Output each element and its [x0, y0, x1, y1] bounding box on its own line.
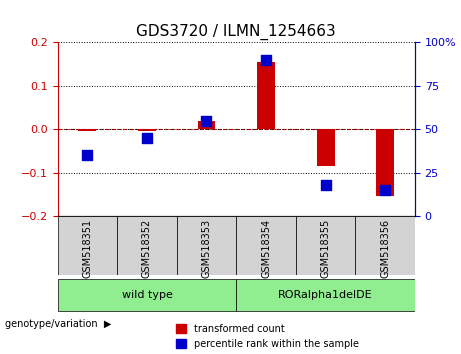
Bar: [138, 129, 156, 131]
Text: wild type: wild type: [122, 290, 172, 300]
Point: [262, 57, 270, 63]
FancyBboxPatch shape: [296, 216, 355, 275]
Title: GDS3720 / ILMN_1254663: GDS3720 / ILMN_1254663: [136, 23, 336, 40]
Text: GSM518356: GSM518356: [380, 219, 390, 278]
Bar: [257, 62, 275, 129]
Text: GSM518353: GSM518353: [201, 219, 212, 278]
Text: GSM518354: GSM518354: [261, 219, 271, 278]
Point: [203, 118, 210, 124]
FancyBboxPatch shape: [117, 216, 177, 275]
Bar: [78, 129, 96, 131]
Text: GSM518351: GSM518351: [83, 219, 92, 278]
Text: genotype/variation  ▶: genotype/variation ▶: [5, 319, 111, 329]
Text: GSM518352: GSM518352: [142, 219, 152, 278]
FancyBboxPatch shape: [58, 279, 236, 311]
FancyBboxPatch shape: [355, 216, 415, 275]
Point: [322, 182, 329, 188]
Bar: [317, 129, 335, 166]
Point: [143, 135, 151, 141]
FancyBboxPatch shape: [58, 216, 117, 275]
Point: [84, 152, 91, 158]
FancyBboxPatch shape: [236, 216, 296, 275]
FancyBboxPatch shape: [236, 279, 415, 311]
Bar: [376, 129, 394, 196]
Legend: transformed count, percentile rank within the sample: transformed count, percentile rank withi…: [172, 320, 362, 353]
Text: GSM518355: GSM518355: [320, 219, 331, 278]
Text: RORalpha1delDE: RORalpha1delDE: [278, 290, 373, 300]
FancyBboxPatch shape: [177, 216, 236, 275]
Point: [381, 187, 389, 193]
Bar: [198, 121, 215, 129]
